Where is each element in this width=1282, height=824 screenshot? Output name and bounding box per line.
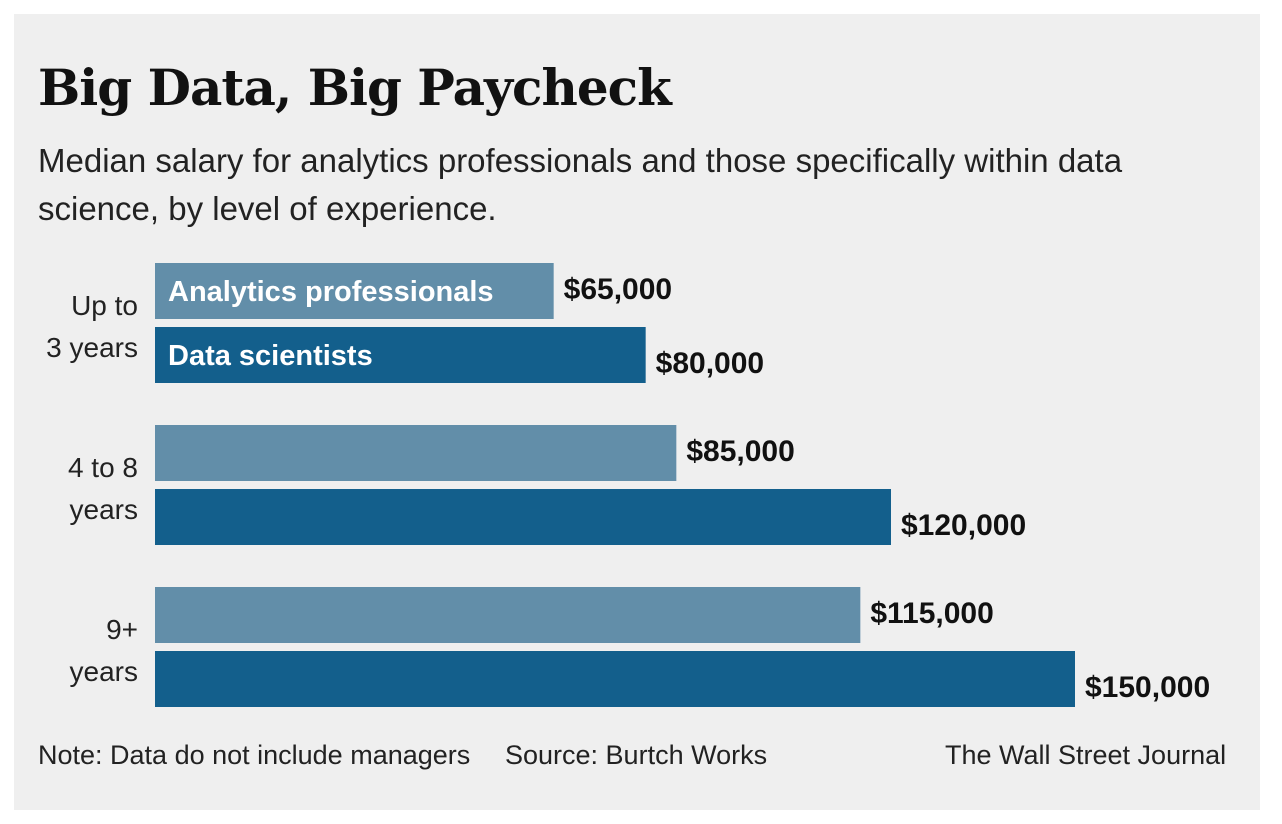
bar-analytics bbox=[155, 587, 861, 643]
bar-analytics bbox=[155, 425, 677, 481]
footer-credit: The Wall Street Journal bbox=[945, 740, 1227, 770]
chart-title: Big Data, Big Paycheck bbox=[38, 58, 672, 117]
bar-analytics bbox=[155, 263, 554, 319]
value-label: $115,000 bbox=[870, 597, 993, 630]
bars-layer: Up to 3 years $65,000 Analytics professiona… bbox=[46, 263, 1210, 707]
bar-data-scientists bbox=[155, 651, 1075, 707]
category-label: 4 to 8 years bbox=[68, 452, 138, 525]
value-label: $120,000 bbox=[901, 509, 1026, 542]
series-label: Data scientists bbox=[168, 340, 373, 372]
series-label: Analytics professionals bbox=[168, 276, 494, 308]
category-label: 9+ years bbox=[70, 614, 138, 687]
value-label: $80,000 bbox=[656, 347, 764, 380]
bar-data-scientists bbox=[155, 489, 891, 545]
chart-subtitle: Median salary for analytics professional… bbox=[38, 142, 1123, 227]
footer-source: Source: Burtch Works bbox=[505, 740, 768, 770]
value-label: $65,000 bbox=[564, 273, 672, 306]
value-label: $85,000 bbox=[686, 435, 794, 468]
bar-data-scientists bbox=[155, 327, 646, 383]
category-label: Up to 3 years bbox=[46, 290, 138, 363]
value-label: $150,000 bbox=[1085, 671, 1210, 704]
footer-note: Note: Data do not include managers bbox=[38, 740, 471, 770]
